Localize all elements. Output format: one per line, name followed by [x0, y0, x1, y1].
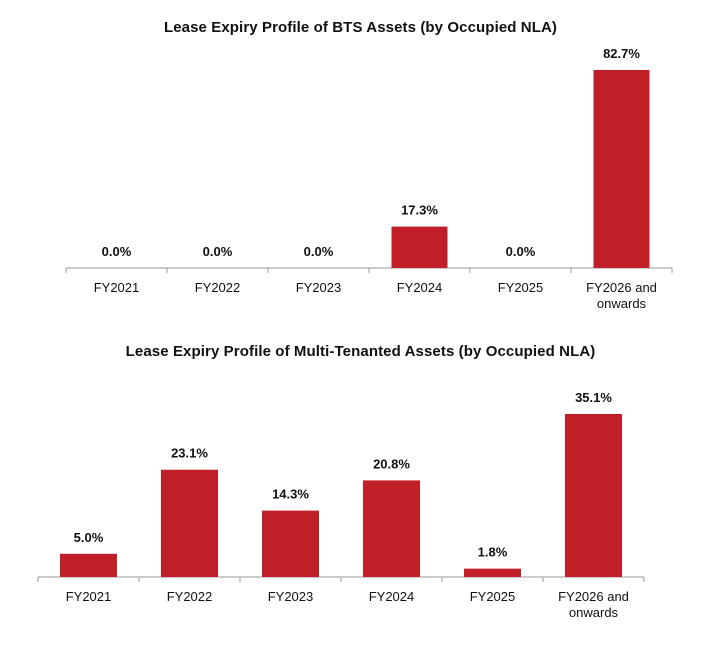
- bts-category-label: FY2023: [296, 280, 342, 295]
- mta-bar: [464, 568, 521, 577]
- mta-data-label: 5.0%: [74, 530, 104, 545]
- mta-category-label: FY2026 and onwards: [558, 589, 629, 620]
- bts-data-label: 17.3%: [401, 203, 438, 218]
- bts-category-label: FY2021: [94, 280, 140, 295]
- mta-bar: [262, 510, 319, 577]
- bts-lease-expiry-chart: 0.0% FY2021 0.0% FY2022 0.0% FY2023 17.3% FY202…: [65, 46, 673, 311]
- mta-bar: [363, 480, 420, 577]
- bts-data-label: 82.7%: [603, 46, 640, 61]
- bts-data-label: 0.0%: [203, 244, 233, 259]
- bts-category-label: FY2025: [498, 280, 544, 295]
- mta-data-label: 1.8%: [478, 545, 508, 560]
- mta-category-label: FY2023: [268, 589, 314, 604]
- bts-category-label: FY2026 and onwards: [586, 280, 657, 311]
- mta-category-label: FY2022: [167, 589, 213, 604]
- mta-data-label: 14.3%: [272, 487, 309, 502]
- chart-title-multi-tenanted: Lease Expiry Profile of Multi-Tenanted A…: [125, 343, 596, 360]
- mta-bar: [60, 553, 117, 577]
- bts-category-label: FY2024: [397, 280, 443, 295]
- mta-category-label: FY2021: [66, 589, 112, 604]
- bts-bar: [593, 70, 650, 268]
- mta-bar: [161, 469, 218, 577]
- mta-data-label: 35.1%: [575, 390, 612, 405]
- mta-category-label: FY2024: [369, 589, 415, 604]
- bts-data-label: 0.0%: [102, 244, 132, 259]
- bts-bar: [391, 226, 448, 268]
- bts-data-label: 0.0%: [304, 244, 334, 259]
- mta-data-label: 20.8%: [373, 456, 410, 471]
- mta-bar: [565, 414, 622, 577]
- chart-title-bts: Lease Expiry Profile of BTS Assets (by O…: [163, 19, 558, 36]
- bts-data-label: 0.0%: [506, 244, 536, 259]
- bts-category-label: FY2022: [195, 280, 241, 295]
- mta-category-label: FY2025: [470, 589, 516, 604]
- mta-data-label: 23.1%: [171, 446, 208, 461]
